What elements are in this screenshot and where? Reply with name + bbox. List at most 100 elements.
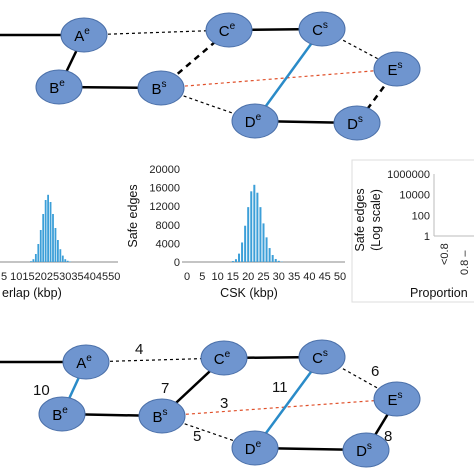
bottom-node-shape [231, 430, 279, 466]
chart2-xtick-label: 40 [303, 271, 315, 283]
chart2-ytick-label: 4000 [156, 238, 180, 250]
chart2-bar [250, 191, 253, 262]
chart2-bar [274, 258, 277, 262]
chart2-ytick-label: 12000 [149, 201, 180, 213]
chart2-xtick-label: 25 [257, 271, 269, 283]
chart2-xtick-label: 45 [319, 271, 331, 283]
chart2-bar [241, 242, 244, 262]
bottom-node-label: De [245, 439, 262, 458]
chart2-xtick-label: 10 [211, 271, 223, 283]
bottom-node-es: Es [373, 381, 421, 417]
bottom-graph: 4 10 7 3 11 6 5 8 Ae Be Ce Bs De Cs Es Ds [0, 339, 421, 468]
chart3-panel-border [351, 159, 474, 303]
top-node-label: Be [49, 78, 65, 97]
edge-weight-bs-de: 5 [193, 428, 201, 445]
bottom-node-cs: Cs [298, 339, 346, 375]
edge-weight-bs-ce: 7 [161, 380, 169, 397]
bottom-node-shape [38, 396, 86, 432]
bottom-node-shape [200, 340, 248, 376]
bottom-node-ce: Ce [200, 340, 248, 376]
chart1-bar [42, 214, 45, 262]
chart2-ytick-label: 20000 [149, 164, 180, 176]
chart1-bar [37, 244, 40, 262]
bottom-node-de: De [231, 430, 279, 466]
top-node-ds: Ds [333, 105, 381, 141]
chart2-bar [234, 259, 237, 262]
top-node-label: Ds [347, 114, 363, 133]
bottom-node-shape [138, 398, 186, 434]
top-node-shape [60, 17, 108, 53]
edge-weight-ae-ce: 4 [135, 341, 143, 358]
chart2-bar [231, 261, 234, 262]
bottom-node-label: Be [52, 405, 68, 424]
top-node-label: De [245, 112, 262, 131]
chart2-xtick-label: 5 [199, 271, 205, 283]
chart1-bar [32, 259, 35, 262]
chart3-y-label-line1: Safe edges [353, 188, 367, 251]
chart2-xtick-label: 35 [288, 271, 300, 283]
top-node-shape [205, 12, 253, 48]
top-node-label: Ce [219, 21, 236, 40]
chart2-bar [268, 248, 271, 262]
edge-weight-bs-es: 3 [220, 395, 228, 412]
chart1-bar [64, 259, 67, 262]
chart3-xtick-1: 0.8 – [459, 250, 471, 275]
top-node-bs: Bs [137, 70, 185, 106]
chart1-xtick-label: 15 [22, 271, 34, 283]
top-node-shape [298, 11, 346, 47]
chart2-bar [247, 207, 250, 262]
chart3-ytick-label: 1 [424, 231, 430, 243]
chart2-bar [238, 253, 241, 262]
chart1-xtick-label: 45 [96, 271, 108, 283]
chart-overlap: 5 10 15 20 25 30 35 40 45 50 erlap (kbp) [0, 194, 120, 300]
chart2-xtick-label: 30 [273, 271, 285, 283]
top-node-es: Es [373, 51, 421, 87]
bottom-node-label: Ce [214, 349, 231, 368]
chart1-bar [66, 260, 69, 262]
top-edge-ae-ce [83, 29, 230, 36]
chart1-bar [34, 254, 37, 262]
chart1-bar [59, 249, 62, 262]
bottom-node-label: Bs [152, 407, 167, 426]
chart3-y-label-line2: (Log scale) [369, 189, 383, 251]
chart1-xtick-label: 20 [35, 271, 47, 283]
chart2-bar [253, 184, 256, 262]
edge-weight-ae-be: 10 [33, 382, 50, 399]
bottom-node-shape [62, 344, 110, 380]
bottom-node-shape [342, 432, 390, 468]
chart-proportion: Safe edges (Log scale) 1100100001000000 … [351, 159, 474, 303]
chart3-ytick-label: 10000 [399, 190, 430, 202]
chart1-xtick-label: 10 [10, 271, 22, 283]
bottom-node-label: Ds [356, 441, 372, 460]
top-node-de: De [231, 103, 279, 139]
bottom-node-shape [298, 339, 346, 375]
top-node-shape [231, 103, 279, 139]
bottom-node-ds: Ds [342, 432, 390, 468]
chart1-xtick-label: 30 [59, 271, 71, 283]
chart2-ytick-label: 8000 [156, 220, 180, 232]
top-node-cs: Cs [298, 11, 346, 47]
top-node-be: Be [35, 69, 83, 105]
top-edge-bs-es [160, 68, 398, 89]
chart2-xtick-label: 20 [242, 271, 254, 283]
bottom-node-ae: Ae [62, 344, 110, 380]
chart2-bar [277, 260, 280, 262]
chart1-xtick-label: 40 [84, 271, 96, 283]
top-node-label: Ae [74, 26, 90, 45]
bottom-node-label: Cs [312, 348, 328, 367]
chart1-bar [47, 194, 49, 262]
chart2-x-label: CSK (kbp) [220, 286, 278, 300]
bottom-node-label: Ae [76, 353, 92, 372]
top-node-label: Bs [151, 79, 166, 98]
top-node-shape [35, 69, 83, 105]
chart2-bar [265, 237, 268, 262]
edge-weight-cs-de: 11 [272, 379, 288, 396]
chart3-ytick-label: 100 [412, 210, 430, 222]
chart1-xtick-label: 35 [71, 271, 83, 283]
bottom-node-bs: Bs [138, 398, 186, 434]
top-node-shape [333, 105, 381, 141]
chart1-bar [39, 230, 42, 262]
chart2-y-label: Safe edges [126, 184, 140, 247]
